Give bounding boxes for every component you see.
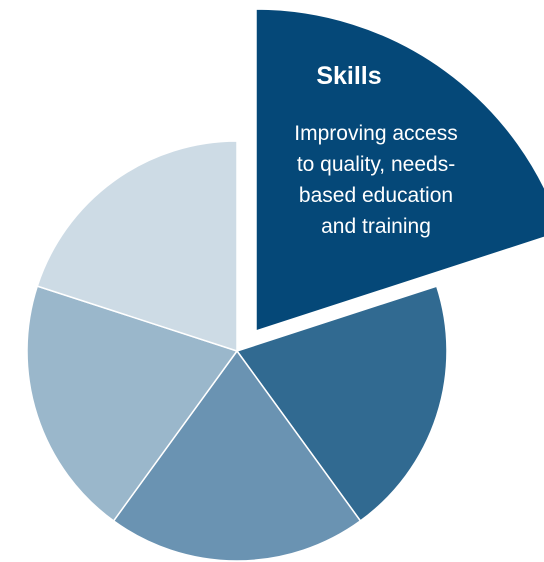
segment-3-segment	[112, 349, 362, 562]
skills-segment-label: Skills Improving access to quality, need…	[294, 62, 457, 238]
segment-2-segment	[235, 285, 448, 522]
segment-4-segment	[26, 285, 239, 522]
skills-description-line-1: Improving access	[294, 122, 457, 145]
segment-5-segment	[36, 140, 238, 353]
skills-segment-title: Skills	[316, 62, 381, 90]
skills-description-line-2: to quality, needs-	[297, 153, 455, 176]
skills-description-line-3: based education	[299, 184, 453, 207]
skills-description-line-4: and training	[321, 215, 431, 238]
wheel-segments	[26, 8, 544, 562]
